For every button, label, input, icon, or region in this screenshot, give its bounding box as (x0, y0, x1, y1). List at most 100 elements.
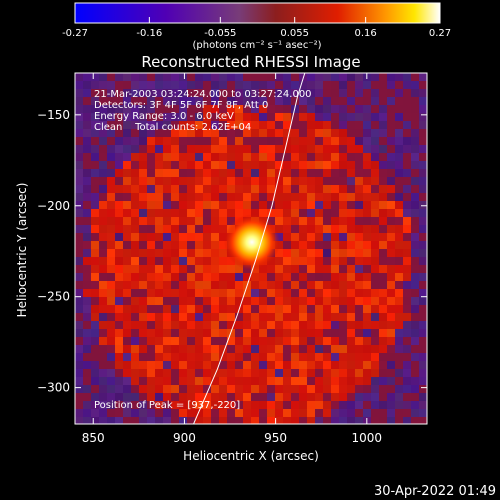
heatmap-cell (419, 385, 427, 393)
heatmap-cell (315, 265, 323, 273)
heatmap-cell (203, 153, 211, 161)
heatmap-cell (227, 185, 235, 193)
heatmap-cell (99, 217, 107, 225)
heatmap-cell (323, 201, 331, 209)
heatmap-cell (403, 265, 411, 273)
heatmap-cell (155, 217, 163, 225)
heatmap-cell (211, 353, 219, 361)
heatmap-cell (307, 233, 315, 241)
heatmap-cell (403, 217, 411, 225)
heatmap-cell (395, 321, 403, 329)
heatmap-cell (259, 185, 267, 193)
heatmap-cell (315, 369, 323, 377)
heatmap-cell (387, 417, 395, 424)
heatmap-cell (371, 241, 379, 249)
heatmap-cell (171, 153, 179, 161)
heatmap-cell (371, 89, 379, 97)
heatmap-cell (315, 97, 323, 105)
heatmap-cell (411, 145, 419, 153)
heatmap-cell (163, 209, 171, 217)
heatmap-cell (211, 265, 219, 273)
heatmap-cell (315, 129, 323, 137)
heatmap-cell (187, 129, 195, 137)
heatmap-cell (115, 249, 123, 257)
heatmap-cell (371, 353, 379, 361)
heatmap-cell (251, 129, 259, 137)
heatmap-cell (139, 73, 147, 81)
heatmap-cell (147, 281, 155, 289)
heatmap-cell (139, 409, 147, 417)
heatmap-cell (267, 345, 275, 353)
heatmap-cell (395, 209, 403, 217)
heatmap-cell (99, 161, 107, 169)
heatmap-cell (355, 337, 363, 345)
heatmap-cell (179, 361, 187, 369)
heatmap-cell (339, 329, 347, 337)
heatmap-cell (339, 89, 347, 97)
heatmap-cell (339, 361, 347, 369)
heatmap-cell (75, 89, 83, 97)
heatmap-cell (267, 393, 275, 401)
heatmap-cell (147, 353, 155, 361)
heatmap-cell (355, 121, 363, 129)
heatmap-cell (331, 193, 339, 201)
heatmap-cell (171, 401, 179, 409)
heatmap-cell (307, 265, 315, 273)
heatmap-cell (179, 321, 187, 329)
heatmap-cell (267, 353, 275, 361)
heatmap-cell (291, 369, 299, 377)
heatmap-cell (115, 289, 123, 297)
heatmap-cell (131, 129, 139, 137)
heatmap-cell (195, 121, 203, 129)
heatmap-cell (355, 417, 363, 424)
heatmap-cell (171, 137, 179, 145)
heatmap-cell (259, 305, 267, 313)
heatmap-cell (323, 385, 331, 393)
heatmap-cell (395, 385, 403, 393)
heatmap-cell (331, 297, 339, 305)
heatmap-cell (75, 393, 83, 401)
heatmap-cell (379, 361, 387, 369)
heatmap-cell (283, 257, 291, 265)
heatmap-cell (115, 329, 123, 337)
heatmap-cell (75, 169, 83, 177)
heatmap-cell (363, 345, 371, 353)
heatmap-cell (411, 289, 419, 297)
heatmap-cell (211, 153, 219, 161)
heatmap-cell (219, 329, 227, 337)
heatmap-cell (203, 369, 211, 377)
heatmap-cell (379, 329, 387, 337)
heatmap-cell (331, 105, 339, 113)
heatmap-cell (171, 313, 179, 321)
heatmap-cell (251, 345, 259, 353)
heatmap-cell (179, 337, 187, 345)
heatmap-cell (363, 289, 371, 297)
heatmap-cell (147, 289, 155, 297)
heatmap-cell (411, 113, 419, 121)
heatmap-cell (315, 257, 323, 265)
heatmap-cell (227, 289, 235, 297)
heatmap-cell (83, 81, 91, 89)
heatmap-cell (155, 73, 163, 81)
heatmap-cell (395, 361, 403, 369)
heatmap-cell (155, 113, 163, 121)
heatmap-cell (371, 345, 379, 353)
heatmap-cell (363, 361, 371, 369)
heatmap-cell (283, 73, 291, 81)
heatmap-cell (187, 161, 195, 169)
heatmap-cell (251, 153, 259, 161)
heatmap-cell (75, 377, 83, 385)
heatmap-cell (363, 305, 371, 313)
heatmap-cell (179, 113, 187, 121)
x-tick-label: 950 (264, 431, 287, 445)
colorbar-tick-label: 0.055 (280, 28, 309, 39)
heatmap-cell (179, 353, 187, 361)
heatmap-cell (155, 249, 163, 257)
heatmap-cell (387, 193, 395, 201)
heatmap-cell (315, 217, 323, 225)
heatmap-cell (235, 113, 243, 121)
heatmap-cell (211, 401, 219, 409)
heatmap-cell (259, 201, 267, 209)
heatmap-cell (403, 297, 411, 305)
colorbar-tick-label: 0.27 (429, 28, 451, 39)
